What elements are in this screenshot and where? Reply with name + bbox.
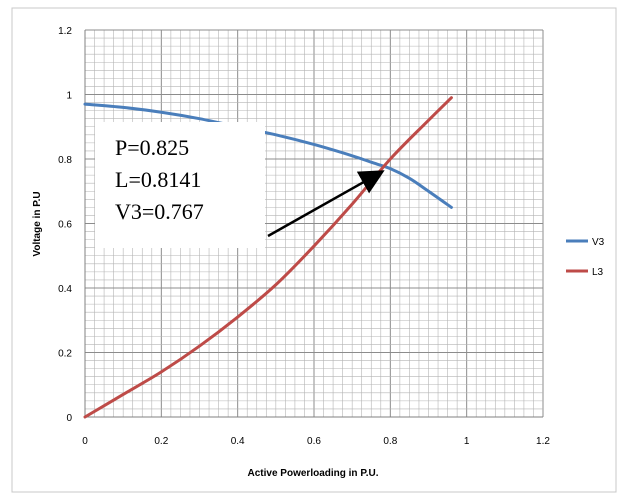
series-line-l3 bbox=[83, 96, 453, 419]
y-tick-label: 0.4 bbox=[58, 284, 72, 295]
x-tick-label: 1 bbox=[464, 436, 470, 447]
y-tick-label: 1 bbox=[66, 91, 72, 102]
y-tick-label: 0.2 bbox=[58, 349, 72, 360]
series-lines bbox=[83, 96, 453, 419]
y-axis-title: Voltage in P.U bbox=[32, 191, 43, 256]
x-axis-title: Active Powerloading in P.U. bbox=[248, 468, 379, 479]
legend-label: V3 bbox=[592, 237, 605, 248]
x-tick-label: 0.8 bbox=[383, 436, 397, 447]
annotation-text: V3=0.767 bbox=[115, 199, 204, 224]
x-tick-label: 1.2 bbox=[536, 436, 550, 447]
series-line-v3 bbox=[83, 102, 453, 209]
x-tick-label: 0.4 bbox=[231, 436, 245, 447]
x-tick-label: 0.2 bbox=[154, 436, 168, 447]
x-tick-label: 0.6 bbox=[307, 436, 321, 447]
y-tick-label: 0.6 bbox=[58, 220, 72, 231]
annotation: P=0.825 L=0.8141 V3=0.767 bbox=[95, 122, 385, 248]
y-tick-label: 0 bbox=[66, 413, 72, 424]
annotation-text: P=0.825 bbox=[115, 135, 189, 160]
y-tick-label: 1.2 bbox=[58, 26, 72, 37]
legend-label: L3 bbox=[592, 267, 604, 278]
annotation-text: L=0.8141 bbox=[115, 167, 201, 192]
legend: V3 L3 bbox=[566, 237, 605, 278]
annotation-box bbox=[95, 122, 265, 248]
y-tick-label: 0.8 bbox=[58, 155, 72, 166]
annotation-arrow bbox=[267, 170, 385, 238]
axes: 0 0.2 0.4 0.6 0.8 1 1.2 0 0.2 0.4 0.6 0.8 1 1.2 bbox=[58, 26, 550, 447]
x-tick-label: 0 bbox=[82, 436, 88, 447]
